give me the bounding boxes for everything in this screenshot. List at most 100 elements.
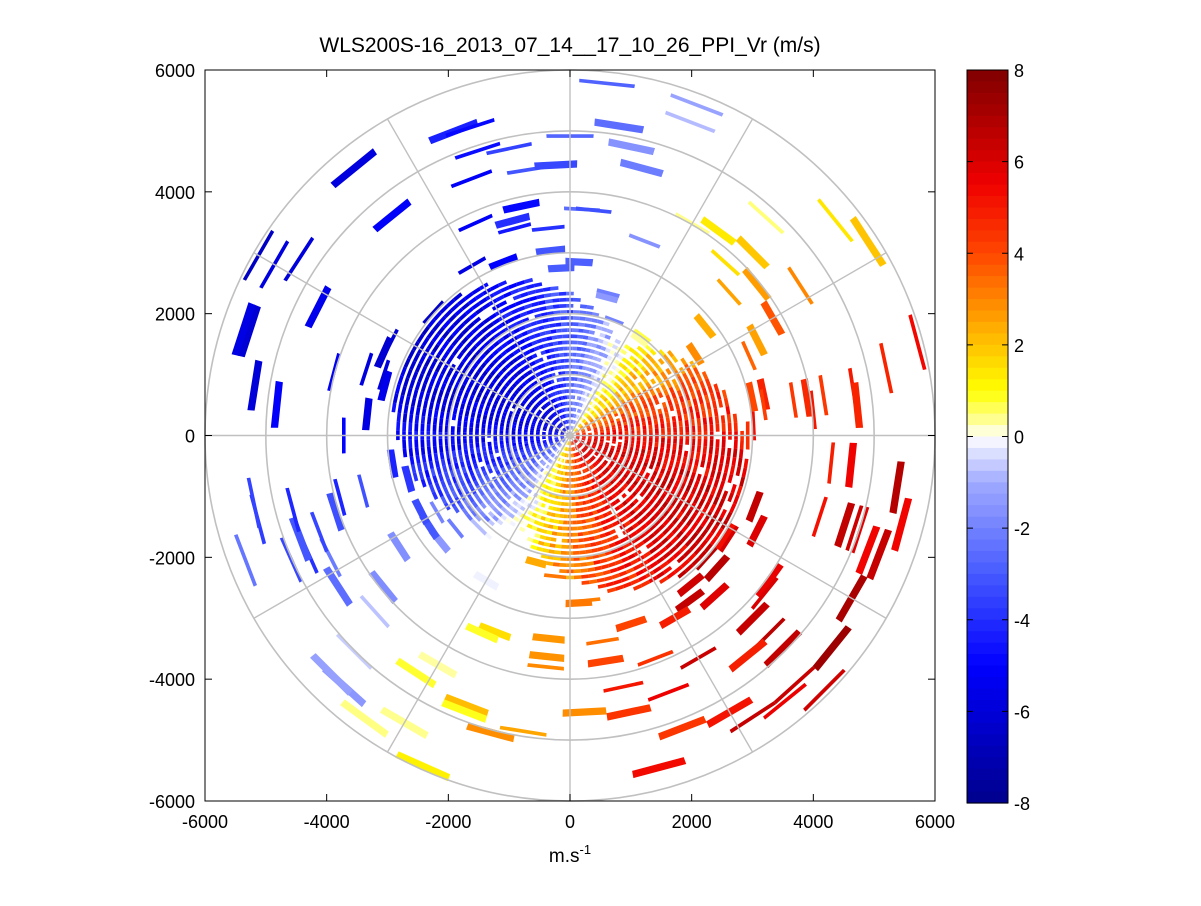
velocity-cell bbox=[518, 439, 522, 442]
velocity-cell bbox=[578, 532, 584, 536]
velocity-cell bbox=[558, 347, 563, 351]
velocity-cell bbox=[636, 441, 640, 445]
colorbar-segment bbox=[967, 150, 1008, 162]
velocity-cell bbox=[451, 445, 455, 452]
colorbar-segment bbox=[967, 711, 1008, 723]
velocity-cell bbox=[667, 438, 671, 443]
velocity-cell bbox=[475, 428, 479, 433]
velocity-cell bbox=[655, 438, 659, 443]
velocity-cell bbox=[558, 526, 563, 530]
velocity-cell bbox=[560, 359, 564, 363]
velocity-cell bbox=[624, 428, 628, 431]
colorbar-tick-label: -6 bbox=[1014, 702, 1030, 722]
velocity-cell bbox=[475, 423, 479, 428]
colorbar-segment bbox=[967, 139, 1008, 151]
velocity-cell bbox=[574, 575, 582, 579]
velocity-cell bbox=[469, 438, 473, 443]
velocity-cell bbox=[562, 539, 568, 543]
velocity-cell bbox=[673, 422, 677, 428]
velocity-cell bbox=[457, 421, 461, 427]
velocity-cell bbox=[697, 439, 701, 446]
velocity-cell bbox=[578, 538, 584, 542]
velocity-cell bbox=[555, 544, 561, 548]
colorbar-segment bbox=[967, 425, 1008, 437]
velocity-cell bbox=[580, 562, 587, 566]
velocity-cell bbox=[572, 521, 577, 525]
velocity-cell bbox=[577, 341, 582, 345]
velocity-cell bbox=[481, 429, 485, 434]
velocity-cell bbox=[572, 341, 577, 345]
velocity-cell bbox=[530, 432, 534, 434]
y-tick-label: 4000 bbox=[155, 183, 195, 203]
velocity-cell bbox=[673, 444, 677, 450]
colorbar-segment bbox=[967, 127, 1008, 139]
colorbar-segment bbox=[967, 219, 1008, 231]
velocity-cell bbox=[475, 443, 479, 448]
velocity-cell bbox=[565, 395, 567, 399]
y-tick-label: -6000 bbox=[149, 792, 195, 812]
velocity-cell bbox=[572, 365, 576, 369]
velocity-cell bbox=[648, 425, 652, 430]
velocity-cell bbox=[566, 478, 569, 482]
velocity-cell bbox=[567, 466, 569, 470]
velocity-cell bbox=[567, 395, 569, 399]
velocity-cell bbox=[571, 395, 573, 399]
colorbar-segment bbox=[967, 505, 1008, 517]
colorbar-segment bbox=[967, 780, 1008, 792]
velocity-cell bbox=[556, 359, 561, 363]
colorbar-segment bbox=[967, 437, 1008, 449]
velocity-cell bbox=[655, 429, 659, 434]
velocity-cell bbox=[722, 440, 726, 448]
velocity-cell bbox=[613, 432, 617, 435]
x-axis-label-superscript: -1 bbox=[580, 842, 592, 857]
x-tick-label: 0 bbox=[565, 812, 575, 832]
velocity-cell bbox=[734, 440, 738, 449]
velocity-cell bbox=[574, 484, 577, 488]
colorbar-segment bbox=[967, 162, 1008, 174]
velocity-cell bbox=[408, 423, 412, 432]
velocity-cell bbox=[661, 428, 665, 433]
velocity-cell bbox=[556, 329, 562, 333]
velocity-cell bbox=[619, 437, 623, 440]
velocity-cell bbox=[728, 423, 732, 432]
colorbar-segment bbox=[967, 517, 1008, 529]
velocity-cell bbox=[481, 438, 485, 443]
velocity-cell bbox=[572, 359, 576, 363]
velocity-cell bbox=[625, 431, 629, 434]
velocity-cell bbox=[578, 329, 584, 333]
velocity-cell bbox=[612, 439, 616, 442]
velocity-cell bbox=[557, 335, 563, 339]
velocity-cell bbox=[561, 322, 567, 326]
velocity-cell bbox=[518, 437, 522, 440]
velocity-cell bbox=[703, 439, 707, 446]
velocity-cell bbox=[697, 446, 701, 453]
velocity-cell bbox=[637, 437, 641, 441]
velocity-cell bbox=[573, 472, 575, 476]
velocity-cell bbox=[564, 389, 567, 393]
velocity-cell bbox=[613, 437, 617, 440]
colorbar-segment bbox=[967, 688, 1008, 700]
velocity-cell bbox=[576, 514, 581, 518]
velocity-cell bbox=[563, 383, 566, 387]
velocity-cell bbox=[566, 389, 569, 393]
velocity-cell bbox=[710, 424, 714, 432]
velocity-cell bbox=[581, 568, 588, 572]
velocity-cell bbox=[530, 437, 534, 439]
velocity-cell bbox=[433, 425, 437, 432]
y-tick-label: 0 bbox=[185, 427, 195, 447]
velocity-cell bbox=[556, 507, 561, 511]
velocity-cell bbox=[575, 365, 579, 369]
velocity-cell bbox=[493, 430, 497, 434]
velocity-cell bbox=[625, 437, 629, 440]
velocity-cell bbox=[564, 478, 567, 482]
velocity-cell bbox=[512, 428, 516, 431]
colorbar-segment bbox=[967, 104, 1008, 116]
velocity-cell bbox=[648, 446, 652, 451]
velocity-cell bbox=[563, 527, 568, 531]
velocity-cell bbox=[648, 442, 652, 447]
colorbar-segment bbox=[967, 299, 1008, 311]
velocity-cell bbox=[475, 438, 479, 443]
colorbar-segment bbox=[967, 700, 1008, 712]
velocity-cell bbox=[574, 298, 581, 302]
velocity-cell bbox=[469, 428, 473, 433]
